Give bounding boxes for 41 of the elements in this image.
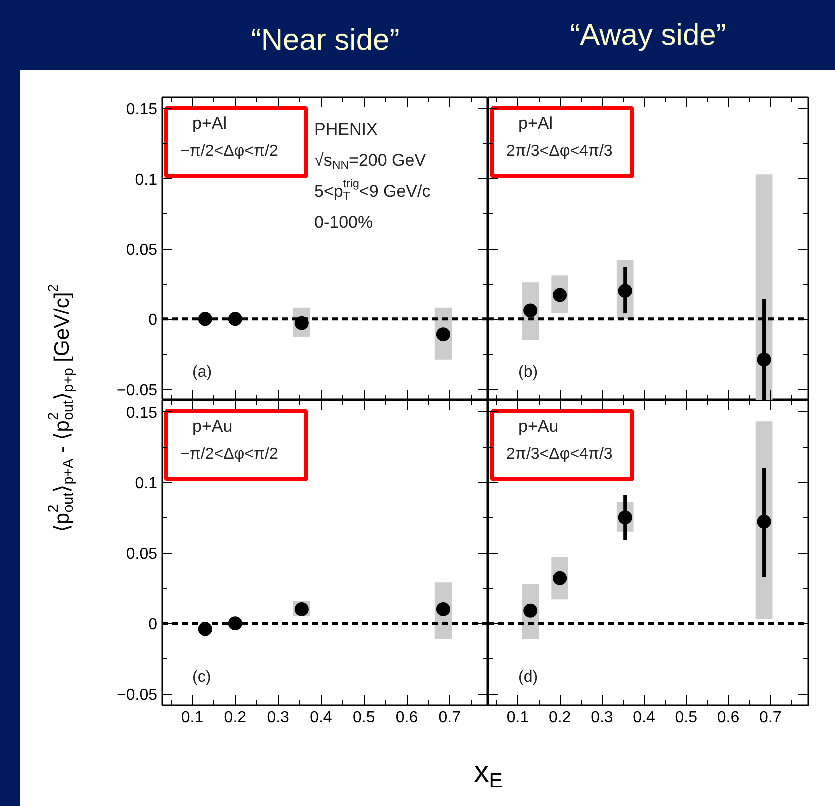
y-tick-label: −0.05 [117, 382, 158, 400]
annotation: (b) [518, 364, 538, 381]
x-tick-label: 0.5 [352, 710, 376, 726]
x-tick-label: 0.6 [396, 710, 418, 726]
y-tick-label: 0.15 [126, 404, 158, 422]
y-tick-label: 0 [148, 616, 158, 634]
annotation: 0-100% [314, 213, 374, 232]
y-tick-label: 0.1 [135, 172, 158, 189]
annotation: (c) [192, 669, 212, 686]
x-tick-label: 0.5 [675, 710, 698, 726]
x-tick-label: 0.7 [759, 710, 782, 726]
x-tick-label: 0.3 [591, 710, 614, 726]
x-tick-label: 0.7 [438, 710, 462, 726]
annotation: (a) [192, 364, 212, 381]
x-tick-label: 0.1 [181, 710, 204, 726]
y-tick-label: −0.05 [117, 687, 158, 704]
annotation: 2π/3<Δφ<4π/3 [506, 143, 613, 160]
y-tick-label: 0.05 [126, 242, 158, 259]
y-tick-label: 0.1 [135, 475, 158, 492]
annotation: PHENIX [314, 120, 378, 139]
y-tick-label: 0.05 [126, 546, 158, 563]
annotation: −π/2<Δφ<π/2 [180, 446, 278, 463]
x-tick-label: 0.4 [633, 710, 656, 726]
x-tick-label: 0.1 [506, 710, 530, 726]
x-tick-label: 0.6 [717, 710, 740, 726]
y-tick-label: 0.15 [126, 102, 158, 119]
annotation: (d) [518, 669, 538, 686]
y-tick-label: 0 [148, 312, 158, 330]
chart-title: “Near side” [251, 24, 400, 57]
annotation: p+Al [192, 114, 227, 133]
text: ⟨pout2⟩p+A - ⟨pout2⟩p+p [GeV/c]2 [46, 284, 77, 533]
annotation: −π/2<Δφ<π/2 [180, 143, 278, 160]
annotation: 2π/3<Δφ<4π/3 [506, 446, 613, 463]
annotation: p+Au [192, 417, 233, 436]
x-tick-label: 0.3 [267, 710, 290, 726]
x-tick-label: 0.4 [310, 710, 332, 726]
annotation: p+Au [518, 417, 559, 436]
x-tick-label: 0.2 [224, 710, 247, 726]
annotation: p+Al [518, 114, 553, 133]
chart-title: “Away side” [570, 19, 726, 52]
x-tick-label: 0.2 [548, 710, 572, 726]
